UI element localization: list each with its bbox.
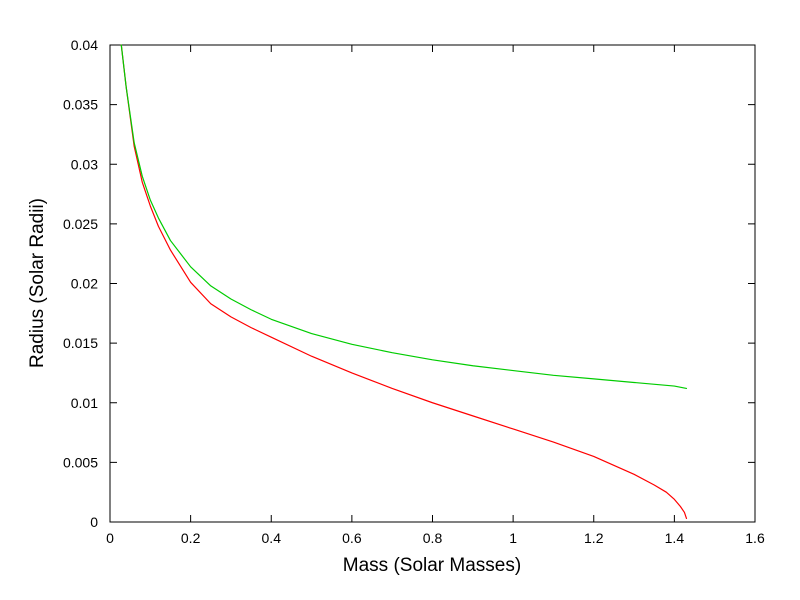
y-tick-label: 0.01 xyxy=(71,395,98,411)
y-tick-label: 0 xyxy=(90,514,98,530)
x-tick-label: 0.2 xyxy=(181,530,201,546)
data-series xyxy=(120,44,688,520)
y-tick-label: 0.04 xyxy=(71,37,98,53)
y-tick-label: 0.015 xyxy=(63,335,98,351)
series-line-2 xyxy=(120,44,688,390)
x-tick-label: 1.2 xyxy=(584,530,604,546)
y-tick-label: 0.025 xyxy=(63,216,98,232)
x-tick-label: 1.4 xyxy=(665,530,685,546)
y-tick-label: 0.02 xyxy=(71,276,98,292)
x-tick-label: 0.8 xyxy=(423,530,443,546)
x-tick-label: 0.4 xyxy=(262,530,282,546)
x-tick-label: 0.6 xyxy=(342,530,362,546)
y-tick-label: 0.035 xyxy=(63,97,98,113)
axis-ticks: 0 0.2 0.4 0.6 0.8 1 1.2 1.4 1.6 0 0.005 0.01 0.015 0.… xyxy=(63,37,765,546)
x-tick-label: 0 xyxy=(106,530,114,546)
y-tick-label: 0.03 xyxy=(71,156,98,172)
y-tick-label: 0.005 xyxy=(63,454,98,470)
x-tick-label: 1.6 xyxy=(745,530,765,546)
x-axis-title: Mass (Solar Masses) xyxy=(343,555,521,576)
series-line-1 xyxy=(120,44,688,520)
x-tick-label: 1 xyxy=(509,530,517,546)
y-axis-title: Radius (Solar Radii) xyxy=(27,198,48,368)
